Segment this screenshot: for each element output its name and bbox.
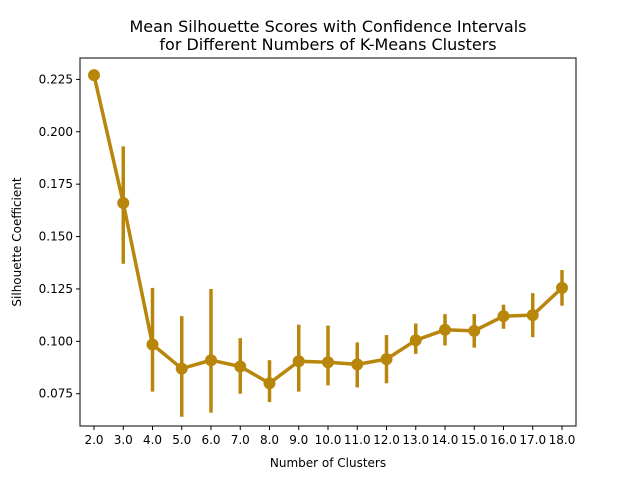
x-tick-label: 14.0 (432, 433, 459, 447)
data-point (322, 356, 334, 369)
data-point (146, 338, 159, 351)
data-point (234, 360, 247, 373)
y-tick-label: 0.100 (39, 334, 73, 348)
data-point (409, 334, 422, 347)
x-tick-label: 13.0 (402, 433, 429, 447)
chart-title-line-1: Mean Silhouette Scores with Confidence I… (129, 17, 526, 36)
data-point (380, 353, 393, 366)
y-tick-label: 0.150 (39, 230, 73, 244)
x-tick-label: 7.0 (231, 433, 250, 447)
x-tick-label: 9.0 (289, 433, 308, 447)
data-point (117, 197, 130, 210)
x-tick-label: 2.0 (84, 433, 103, 447)
data-point (526, 309, 539, 322)
data-point (205, 354, 217, 367)
x-tick-label: 11.0 (344, 433, 371, 447)
x-tick-label: 18.0 (549, 433, 576, 447)
data-point (88, 69, 100, 82)
x-tick-label: 10.0 (315, 433, 342, 447)
chart-title-line-2: for Different Numbers of K-Means Cluster… (159, 35, 496, 54)
y-tick-label: 0.200 (39, 125, 73, 139)
plot-area (88, 69, 568, 417)
data-point (468, 324, 481, 337)
y-axis-label: Silhouette Coefficient (10, 177, 24, 306)
x-tick-label: 4.0 (143, 433, 162, 447)
data-point (175, 362, 188, 375)
y-tick-label: 0.225 (39, 72, 73, 86)
x-tick-label: 6.0 (201, 433, 220, 447)
x-tick-label: 3.0 (114, 433, 133, 447)
x-axis: 2.0 3.0 4.0 5.0 6.0 7.0 8.0 9.0 10.0 11.0 12.0 13.0… (84, 426, 575, 447)
x-tick-label: 5.0 (172, 433, 191, 447)
y-axis: 0.075 0.100 0.125 0.150 0.175 0.200 0.225 (39, 72, 80, 401)
data-point (292, 355, 305, 368)
x-tick-label: 17.0 (519, 433, 546, 447)
x-tick-label: 16.0 (490, 433, 517, 447)
y-tick-label: 0.075 (39, 387, 73, 401)
data-point (351, 358, 364, 371)
data-point (556, 281, 568, 294)
data-point (263, 377, 276, 390)
data-point (497, 310, 510, 323)
x-tick-label: 8.0 (260, 433, 279, 447)
data-point (439, 323, 451, 336)
x-tick-label: 12.0 (373, 433, 400, 447)
y-tick-label: 0.175 (39, 177, 73, 191)
y-tick-label: 0.125 (39, 282, 73, 296)
x-axis-label: Number of Clusters (270, 456, 386, 470)
x-tick-label: 15.0 (461, 433, 488, 447)
